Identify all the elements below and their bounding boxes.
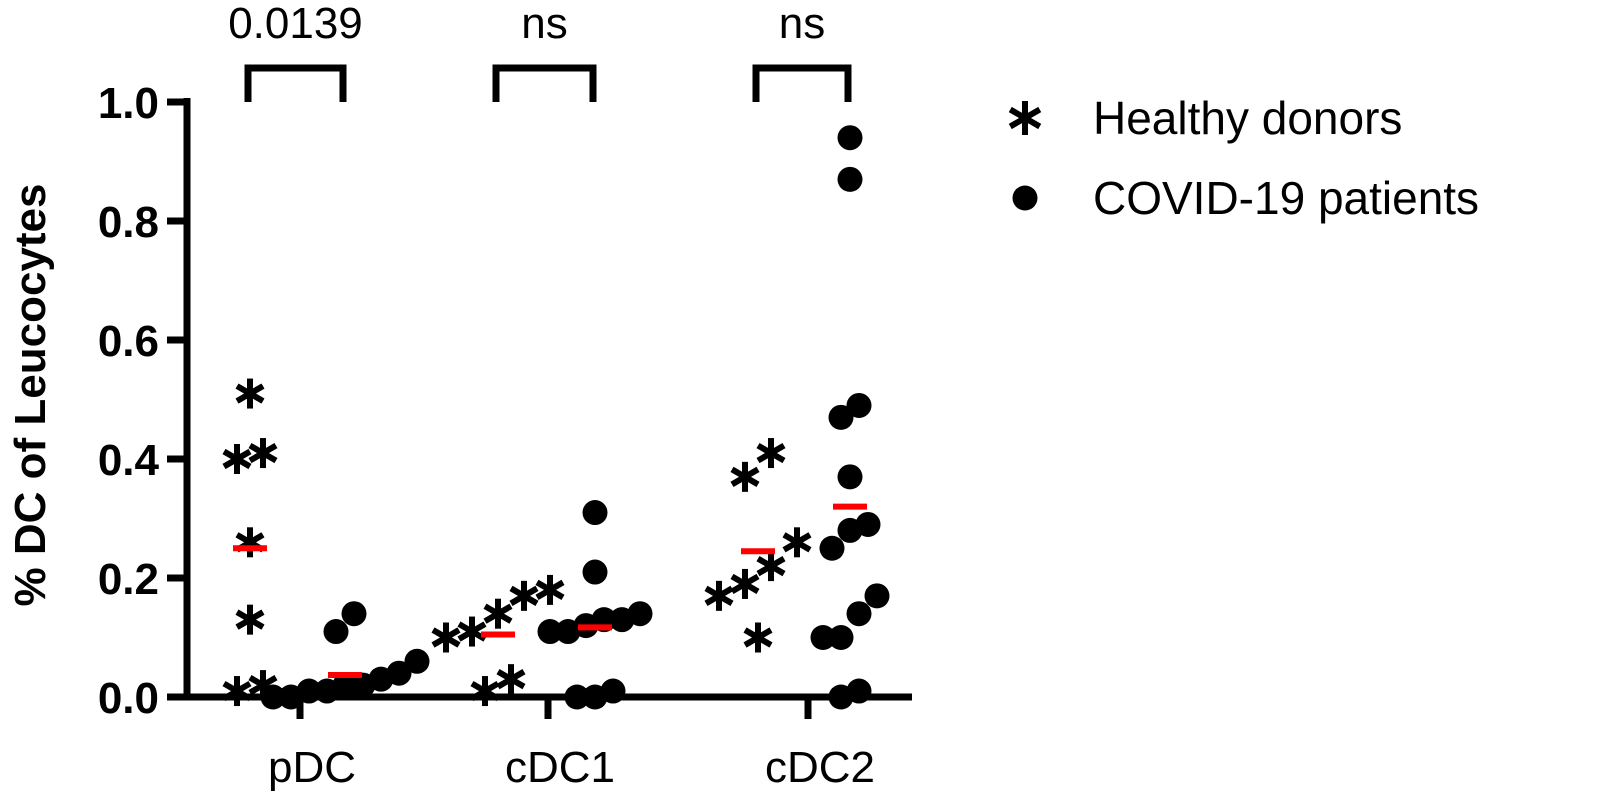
data-points xyxy=(222,125,890,710)
mean-bars xyxy=(233,503,867,678)
covid-patient-point xyxy=(314,678,340,704)
covid-patient-point xyxy=(846,601,872,627)
legend-label: COVID-19 patients xyxy=(1093,172,1479,224)
healthy-donor-point xyxy=(509,580,539,611)
y-tick-label: 0.8 xyxy=(98,198,159,247)
covid-patient-point xyxy=(819,535,845,561)
y-tick-label: 0.2 xyxy=(98,555,159,604)
significance-label: 0.0139 xyxy=(228,0,363,48)
category-label: pDC xyxy=(268,743,356,792)
healthy-donor-point xyxy=(235,378,265,409)
covid-patient-point xyxy=(837,166,863,192)
healthy-donor-point xyxy=(235,604,265,635)
y-tick-label: 1.0 xyxy=(98,79,159,128)
healthy-donor-point xyxy=(535,574,565,605)
covid-patient-point xyxy=(555,619,581,645)
healthy-donor-point xyxy=(730,461,760,492)
covid-patient-point xyxy=(828,684,854,710)
healthy-donor-point xyxy=(235,527,265,558)
covid-patient-point xyxy=(609,607,635,633)
legend-label: Healthy donors xyxy=(1093,92,1402,144)
covid-patient-point xyxy=(341,601,367,627)
healthy-donor-point xyxy=(730,568,760,599)
covid-patient-point xyxy=(278,684,304,710)
healthy-donor-point xyxy=(782,527,812,558)
significance-label: ns xyxy=(779,0,825,48)
covid-patient-point xyxy=(323,619,349,645)
healthy-donor-point xyxy=(756,551,786,582)
covid-patient-point xyxy=(582,684,608,710)
covid-patient-point xyxy=(810,625,836,650)
significance-label: ns xyxy=(521,0,567,48)
healthy-donor-point xyxy=(483,598,513,629)
category-labels: pDC cDC1 cDC2 xyxy=(268,743,875,792)
significance-bracket xyxy=(492,64,597,102)
legend-entry: Healthy donors xyxy=(1008,92,1402,144)
healthy-donor-point xyxy=(431,622,461,653)
covid-patient-point xyxy=(350,672,376,698)
healthy-donor-point xyxy=(457,616,487,647)
y-axis-label: % DC of Leucocytes xyxy=(6,184,55,607)
covid-patient-point xyxy=(864,583,890,609)
healthy-donor-point xyxy=(756,438,786,469)
significance-bracket xyxy=(244,64,347,102)
y-tick-label: 0.6 xyxy=(98,317,159,366)
significance-brackets: 0.0139 ns ns xyxy=(228,0,852,102)
y-tick-label: 0.4 xyxy=(98,436,160,485)
covid-patient-point xyxy=(828,625,854,650)
covid-patient-point xyxy=(846,392,872,418)
healthy-donor-point xyxy=(743,622,773,653)
covid-patient-point xyxy=(404,648,430,674)
healthy-donor-point xyxy=(222,676,252,707)
covid-patient-point xyxy=(828,404,854,430)
covid-patient-point xyxy=(582,559,608,585)
healthy-donor-point xyxy=(222,444,252,474)
legend-entry: COVID-19 patients xyxy=(1012,172,1479,224)
healthy-donor-point xyxy=(470,676,500,707)
covid-patient-point xyxy=(837,517,863,543)
y-tick-labels: 0.0 0.2 0.4 0.6 0.8 1.0 xyxy=(98,79,160,723)
healthy-donor-point xyxy=(704,580,734,611)
covid-patient-point xyxy=(837,464,863,490)
legend-circle-marker xyxy=(1012,185,1038,211)
significance-bracket xyxy=(752,64,852,102)
healthy-donor-point xyxy=(496,664,526,695)
covid-patient-point xyxy=(837,125,863,151)
healthy-donor-point xyxy=(248,438,278,469)
covid-patient-point xyxy=(260,684,286,710)
covid-patient-point xyxy=(537,619,563,645)
legend: Healthy donors COVID-19 patients xyxy=(1008,92,1479,224)
legend-asterisk-marker xyxy=(1008,101,1042,135)
category-label: cDC2 xyxy=(765,743,875,792)
covid-patient-point xyxy=(582,500,608,526)
category-label: cDC1 xyxy=(505,743,615,792)
y-tick-label: 0.0 xyxy=(98,674,159,723)
covid-patient-point xyxy=(564,684,590,710)
